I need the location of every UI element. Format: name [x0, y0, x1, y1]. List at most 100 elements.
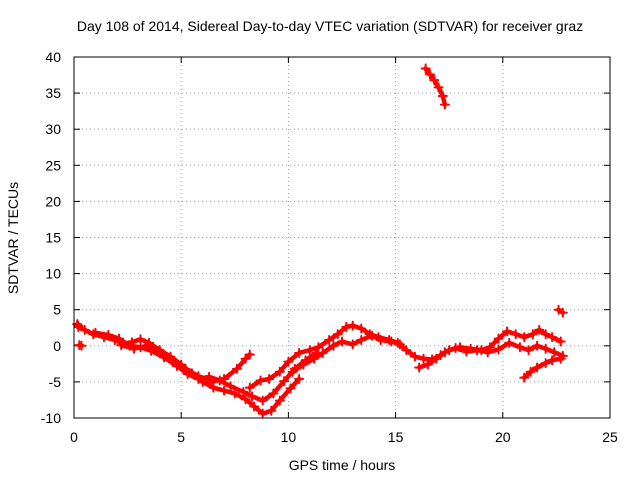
data-point [90, 327, 101, 338]
data-point [129, 343, 140, 354]
data-point [240, 394, 251, 405]
data-point [167, 356, 178, 367]
data-point [514, 342, 525, 353]
data-point [540, 358, 551, 369]
data-point [266, 405, 277, 416]
data-point [547, 332, 558, 343]
data-point [429, 75, 440, 86]
y-tick-label: 20 [45, 193, 61, 209]
x-tick-label: 5 [177, 429, 185, 445]
data-point [244, 349, 255, 360]
x-tick-label: 15 [388, 429, 404, 445]
data-point [555, 336, 566, 347]
data-point [279, 376, 290, 387]
data-point [229, 388, 240, 399]
data-point [510, 329, 521, 340]
x-axis-label: GPS time / hours [289, 457, 396, 473]
data-point [461, 346, 472, 357]
data-point [317, 348, 328, 359]
data-point [264, 374, 275, 385]
data-point [225, 381, 236, 392]
data-point [324, 335, 335, 346]
data-point [375, 335, 386, 346]
data-point [249, 401, 260, 412]
y-tick-label: 0 [53, 338, 61, 354]
data-point [332, 329, 343, 340]
data-point [386, 336, 397, 347]
data-point [313, 342, 324, 353]
data-point [519, 372, 530, 383]
y-tick-label: -10 [41, 410, 61, 426]
data-point [231, 363, 242, 374]
data-point [304, 345, 315, 356]
data-point [328, 340, 339, 351]
data-point [294, 348, 305, 359]
data-point [274, 366, 285, 377]
data-point [472, 345, 483, 356]
x-tick-label: 20 [495, 429, 511, 445]
data-point [420, 63, 431, 74]
data-point [193, 371, 204, 382]
data-point [240, 353, 251, 364]
data-point [298, 359, 309, 370]
series-track-6 [416, 340, 566, 370]
y-axis-label: SDTVAR / TECUs [5, 182, 21, 294]
data-point [431, 353, 442, 364]
data-point [274, 395, 285, 406]
data-point [437, 90, 448, 101]
data-point [337, 336, 347, 347]
data-point [433, 82, 444, 93]
data-point [79, 324, 90, 335]
data-point [206, 376, 217, 387]
data-point [532, 362, 543, 373]
data-point [257, 395, 268, 406]
data-point [257, 408, 268, 419]
data-point [504, 337, 515, 348]
data-point [73, 320, 84, 331]
data-point [414, 362, 425, 373]
data-point [287, 366, 298, 377]
data-point [246, 391, 257, 402]
data-point [493, 333, 504, 344]
data-point [493, 344, 504, 355]
y-tick-label: 30 [45, 121, 61, 137]
data-point [180, 363, 191, 374]
data-point [341, 322, 352, 333]
series-layer [72, 63, 568, 419]
data-point [103, 329, 114, 340]
data-point [540, 329, 551, 340]
data-point [255, 375, 266, 386]
data-point [409, 351, 420, 362]
y-tick-label: -5 [49, 374, 62, 390]
y-tick-label: 5 [53, 302, 61, 318]
data-point [356, 323, 367, 334]
data-point [523, 345, 534, 356]
data-point [525, 366, 536, 377]
data-point [534, 324, 545, 335]
chart-title: Day 108 of 2014, Sidereal Day-to-day VTE… [77, 18, 583, 34]
data-point [347, 320, 358, 331]
data-point [422, 359, 433, 370]
y-tick-label: 15 [45, 230, 61, 246]
data-point [72, 319, 83, 330]
data-point [557, 307, 568, 318]
data-point [309, 353, 320, 364]
x-tick-label: 0 [70, 429, 78, 445]
data-point [439, 347, 450, 358]
data-point [114, 333, 125, 344]
data-point [347, 339, 358, 350]
data-point [401, 345, 412, 356]
data-point [141, 340, 152, 351]
data-point [519, 332, 530, 343]
data-point [219, 385, 230, 396]
data-point [532, 340, 543, 351]
data-point [294, 374, 305, 385]
data-point [367, 330, 378, 341]
y-tick-label: 25 [45, 157, 61, 173]
data-point [424, 69, 435, 80]
data-point [418, 353, 429, 364]
grid [74, 57, 610, 418]
data-point [268, 388, 279, 399]
x-tick-label: 25 [602, 429, 618, 445]
